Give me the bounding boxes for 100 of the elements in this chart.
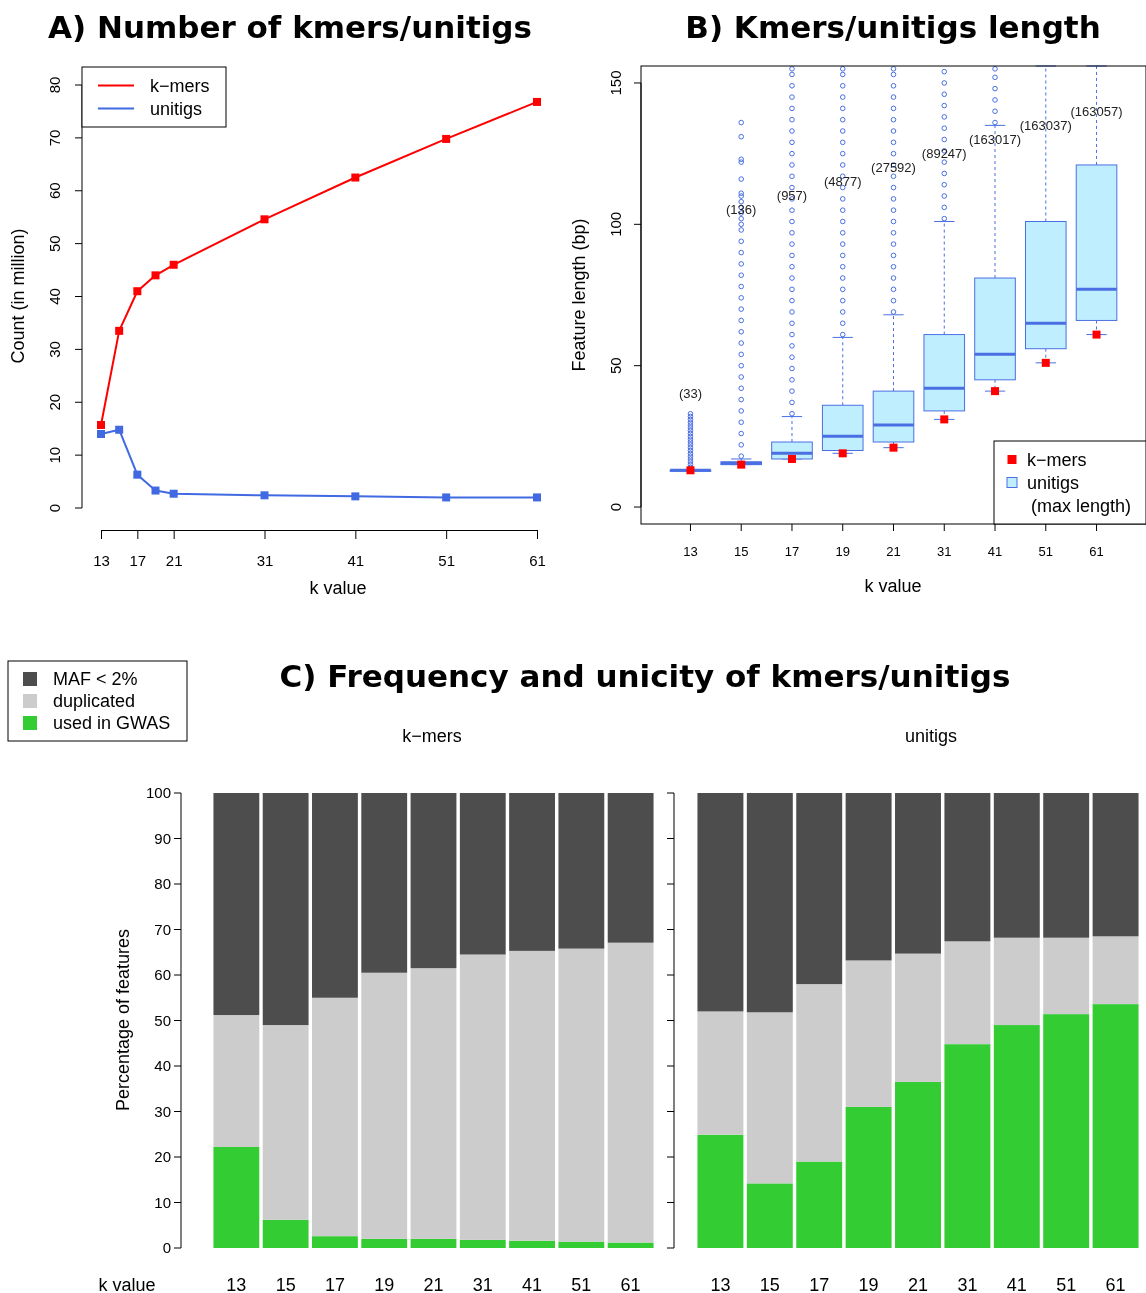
- x-tick-label: 51: [438, 552, 456, 569]
- annotation: (163037): [1019, 118, 1072, 133]
- x-tick-label: 51: [1056, 1275, 1077, 1293]
- y-tick-label: 100: [145, 784, 171, 801]
- bar: [944, 793, 991, 942]
- point: [787, 454, 796, 463]
- bar: [845, 1106, 892, 1248]
- x-tick-label: 31: [472, 1275, 493, 1293]
- point: [533, 493, 541, 502]
- point: [133, 470, 142, 479]
- annotation: (33): [678, 386, 703, 401]
- bar: [509, 1240, 555, 1248]
- bar: [746, 1012, 793, 1184]
- bar: [1043, 793, 1090, 938]
- bar: [262, 1219, 309, 1248]
- bar: [1092, 936, 1139, 1005]
- y-tick-label: 60: [46, 182, 63, 200]
- bar: [796, 793, 843, 985]
- bar: [312, 1236, 358, 1248]
- bar: [895, 953, 941, 1082]
- bar: [509, 793, 555, 951]
- bar: [459, 793, 506, 955]
- y-tick-label: 100: [607, 211, 624, 237]
- x-tick-label: 19: [858, 1275, 879, 1293]
- y-tick-label: 20: [154, 1148, 171, 1165]
- point: [133, 287, 142, 296]
- x-tick-label: 61: [1105, 1275, 1126, 1293]
- point: [260, 215, 269, 224]
- legend-label: unitigs (max length): [1027, 472, 1132, 516]
- x-axis-title: k value: [98, 1275, 156, 1293]
- bar: [459, 1239, 506, 1248]
- bar: [845, 960, 892, 1107]
- point: [1092, 330, 1101, 339]
- chart-subtitle: unitigs: [904, 726, 958, 746]
- bar: [459, 954, 506, 1240]
- x-tick-label: 19: [835, 544, 850, 559]
- y-tick-label: 0: [162, 1239, 171, 1256]
- bar: [509, 950, 555, 1241]
- y-tick-label: 50: [46, 235, 63, 252]
- point: [151, 486, 160, 495]
- x-tick-label: 31: [957, 1275, 978, 1293]
- bar: [558, 948, 605, 1242]
- bar: [993, 937, 1040, 1026]
- bar: [361, 793, 408, 973]
- point: [151, 271, 160, 280]
- bar: [410, 793, 457, 969]
- bar: [262, 1025, 309, 1220]
- bar: [262, 793, 309, 1026]
- x-tick-label: 15: [733, 544, 749, 559]
- x-tick-label: 19: [374, 1275, 395, 1293]
- x-tick-label: 17: [809, 1275, 830, 1293]
- x-tick-label: 17: [129, 552, 147, 569]
- annotation: (27592): [871, 160, 916, 175]
- point: [838, 449, 847, 458]
- y-tick-label: 40: [154, 1057, 171, 1074]
- x-tick-label: 61: [529, 552, 546, 569]
- point: [351, 173, 360, 182]
- bar: [697, 793, 744, 1012]
- bar: [746, 1183, 793, 1248]
- point: [169, 260, 178, 269]
- x-tick-label: 31: [256, 552, 274, 569]
- y-tick-label: 30: [46, 341, 63, 358]
- legend-label: unitigs: [150, 98, 203, 119]
- bar: [410, 1238, 457, 1248]
- x-tick-label: 51: [571, 1275, 592, 1293]
- bar: [410, 968, 457, 1239]
- bar: [993, 793, 1040, 938]
- bar: [1043, 937, 1090, 1015]
- x-tick-label: 61: [1089, 544, 1104, 559]
- bar: [361, 972, 408, 1239]
- legend-label: duplicated: [53, 691, 136, 711]
- point: [991, 387, 1000, 396]
- bar: [746, 793, 793, 1013]
- x-tick-label: 15: [275, 1275, 296, 1293]
- bar: [312, 997, 358, 1237]
- x-tick-label: 41: [522, 1275, 543, 1293]
- bar: [993, 1025, 1040, 1248]
- bar: [607, 793, 654, 943]
- point: [533, 97, 541, 106]
- y-tick-label: 30: [154, 1102, 171, 1120]
- point: [889, 443, 898, 452]
- bar: [1092, 793, 1139, 937]
- bar: [1043, 1014, 1090, 1248]
- point: [442, 134, 451, 143]
- point: [686, 466, 695, 475]
- point: [737, 460, 746, 469]
- annotation: (4877): [823, 174, 862, 189]
- x-tick-label: 13: [710, 1275, 731, 1293]
- bar: [213, 1146, 260, 1248]
- bar: [361, 1238, 408, 1248]
- annotation: (163017): [969, 132, 1022, 147]
- point: [97, 429, 105, 438]
- y-axis-title: Feature length (bp): [569, 218, 589, 372]
- bar: [558, 1241, 605, 1248]
- bar: [558, 793, 605, 949]
- x-tick-label: 15: [759, 1275, 780, 1293]
- x-tick-label: 21: [907, 1275, 929, 1293]
- y-tick-label: 70: [154, 920, 171, 938]
- chart-title: B) Kmers/unitigs length: [685, 9, 1101, 45]
- x-tick-label: 13: [683, 544, 698, 559]
